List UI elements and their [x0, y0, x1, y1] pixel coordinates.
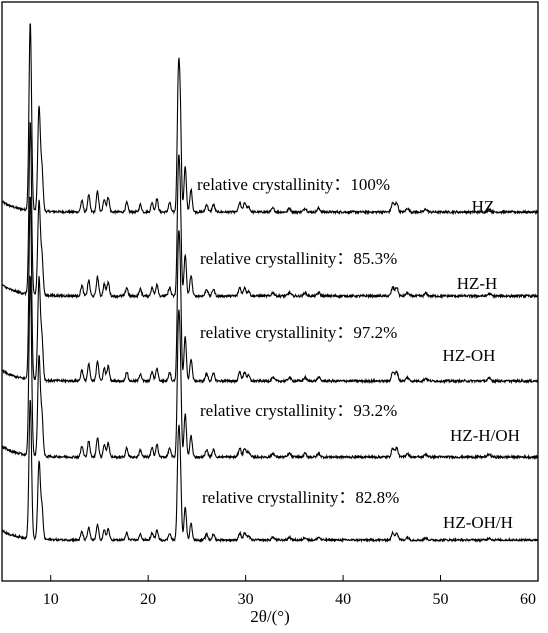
x-tick-label: 20	[140, 591, 156, 608]
x-tick-label: 50	[433, 591, 449, 608]
crystallinity-annotation: relative crystallinity：82.8%	[202, 488, 399, 507]
x-tick-label: 60	[520, 591, 536, 608]
x-tick-label: 10	[43, 591, 59, 608]
x-tick-label: 40	[335, 591, 351, 608]
series-label: HZ-OH/H	[443, 513, 513, 532]
xrd-pattern-hz	[1, 23, 539, 216]
series-label: HZ-OH	[443, 346, 496, 365]
xrd-pattern-hz-h-oh	[1, 275, 539, 461]
crystallinity-annotation: relative crystallinity：100%	[197, 175, 390, 194]
crystallinity-annotation: relative crystallinity：97.2%	[200, 323, 397, 342]
annotations: relative crystallinity：100% HZ relative cr…	[197, 175, 520, 532]
crystallinity-annotation: relative crystallinity：85.3%	[200, 249, 397, 268]
xrd-pattern-hz-oh-h	[1, 399, 539, 544]
xrd-pattern-hz-h	[1, 121, 539, 300]
x-axis-label: 2θ/(°)	[250, 607, 290, 626]
crystallinity-annotation: relative crystallinity：93.2%	[200, 401, 397, 420]
series-label: HZ-H	[457, 274, 498, 293]
xrd-pattern-hz-oh	[1, 196, 539, 385]
x-tick-label: 30	[238, 591, 254, 608]
plot-frame	[1, 1, 539, 582]
series-label: HZ-H/OH	[450, 426, 520, 445]
series-label: HZ	[472, 197, 495, 216]
x-axis-ticks: 10 20 30 40 50 60	[43, 575, 539, 608]
series-group	[1, 23, 539, 544]
